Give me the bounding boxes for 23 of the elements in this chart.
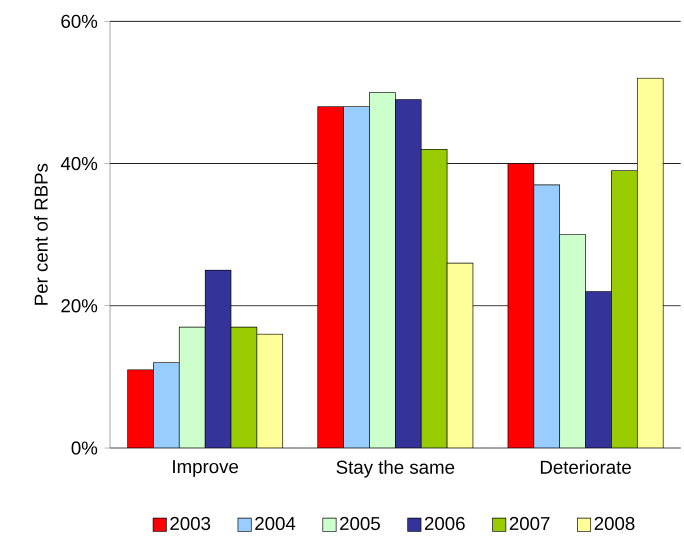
legend-label: 2007 — [510, 516, 550, 530]
bar — [178, 326, 206, 448]
bar — [204, 270, 232, 448]
x-tick-label: Stay the same — [336, 460, 454, 478]
legend-label: 2008 — [594, 516, 634, 530]
legend-label: 2003 — [170, 516, 210, 530]
bar — [369, 92, 396, 448]
y-tick-label: 60% — [61, 14, 98, 28]
y-axis-title: Per cent of RBPs — [34, 164, 48, 305]
x-tick-label: Deteriorate — [540, 460, 631, 474]
legend-label: 2004 — [255, 516, 296, 530]
bar — [395, 99, 422, 448]
bar — [559, 234, 586, 448]
y-tick-label: 20% — [61, 299, 98, 312]
bar — [585, 291, 612, 448]
bar — [317, 106, 344, 448]
y-tick-label: 0% — [72, 441, 98, 455]
y-tick-label: 40% — [60, 156, 98, 170]
bar — [127, 369, 154, 448]
legend-label: 2006 — [424, 516, 465, 530]
bar — [508, 163, 534, 448]
x-tick-label: Improve — [173, 460, 238, 477]
legend-label: 2005 — [340, 516, 380, 530]
